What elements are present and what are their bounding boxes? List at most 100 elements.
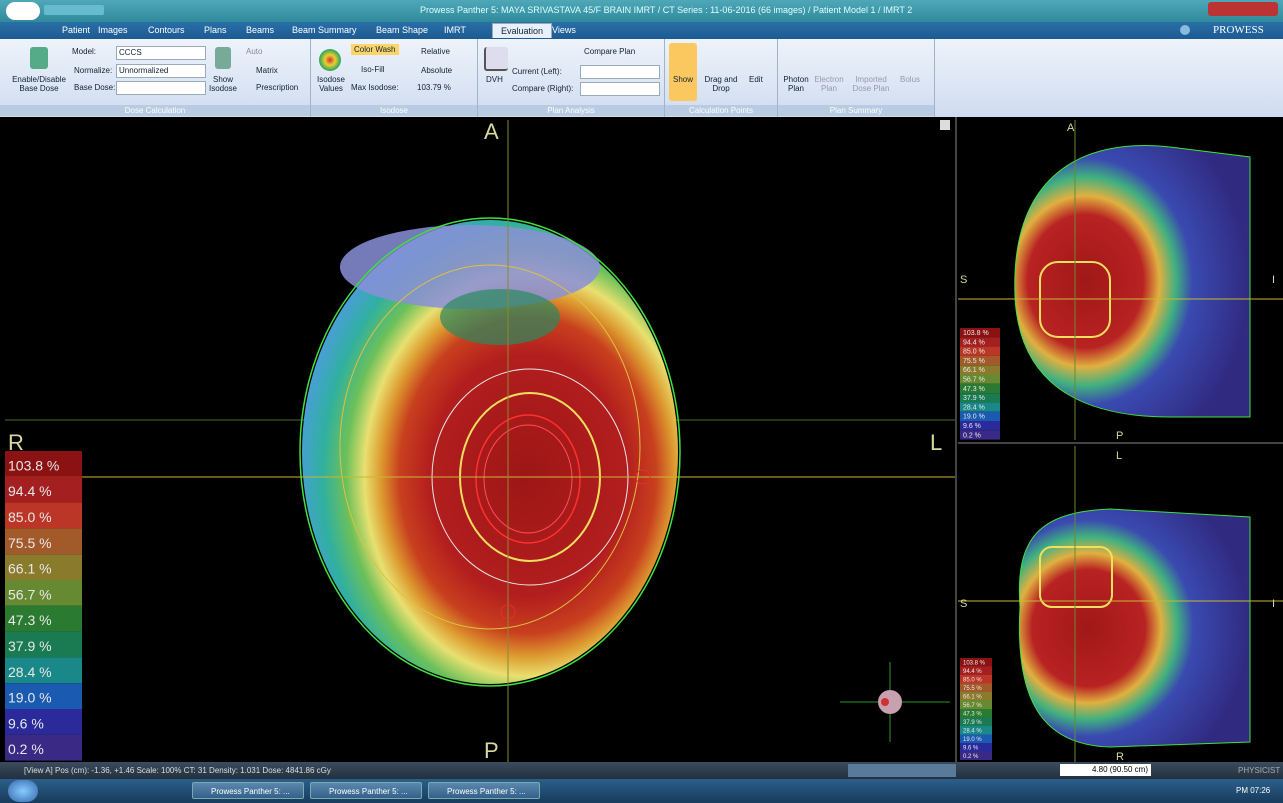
drag-and-drop-button[interactable]: Drag and Drop bbox=[704, 75, 738, 93]
legend-swatch bbox=[960, 430, 1000, 440]
matrix-button[interactable]: Matrix bbox=[256, 66, 278, 75]
legend-label: 19.0 % bbox=[963, 737, 982, 743]
prescription-button[interactable]: Prescription bbox=[256, 83, 299, 92]
legend-swatch bbox=[5, 502, 82, 529]
legend-label: 28.4 % bbox=[963, 728, 982, 734]
tab[interactable]: Plans bbox=[204, 25, 227, 35]
ribbon: Enable/Disable Base Dose Model: CCCS Nor… bbox=[0, 39, 1283, 117]
legend-swatch bbox=[960, 683, 992, 692]
compare-plan-button[interactable]: Compare Plan bbox=[584, 47, 636, 56]
start-button[interactable] bbox=[8, 780, 38, 802]
legend-label: 75.5 % bbox=[963, 686, 982, 692]
taskbar-item[interactable]: Prowess Panther 5: ... bbox=[310, 782, 422, 799]
orientation-label: L bbox=[1116, 450, 1122, 462]
legend-label: 0.2 % bbox=[8, 741, 44, 757]
isodose-legend: 103.8 % 94.4 % 85.0 % 75.5 % 66.1 % 56.7 % 47.… bbox=[5, 451, 82, 761]
group-label: Dose Calculation bbox=[0, 105, 310, 116]
legend-label: 28.4 % bbox=[963, 404, 985, 411]
legend-label: 94.4 % bbox=[963, 669, 982, 675]
orientation-label: A bbox=[484, 119, 499, 144]
auto-button[interactable]: Auto bbox=[246, 47, 263, 56]
legend-swatch bbox=[960, 337, 1000, 347]
app-button[interactable] bbox=[6, 2, 40, 20]
calculation-point[interactable] bbox=[500, 604, 516, 620]
sagittal-view[interactable]: A P S I 103.8 % 94.4 % 85.0 % 75.5 % 66.1 % 5… bbox=[958, 120, 1283, 442]
tab[interactable]: Evaluation bbox=[492, 23, 553, 38]
isodose-values[interactable]: Isodose Values bbox=[316, 75, 346, 93]
taskbar-item[interactable]: Prowess Panther 5: ... bbox=[428, 782, 540, 799]
tool-buttons[interactable] bbox=[848, 764, 956, 777]
legend-swatch bbox=[5, 734, 82, 761]
window-title: Prowess Panther 5: MAYA SRIVASTAVA 45/F … bbox=[420, 5, 913, 15]
legend-swatch bbox=[960, 346, 1000, 356]
show-label: Show bbox=[673, 75, 694, 84]
show-isodose[interactable]: Show Isodose bbox=[208, 75, 238, 93]
taskbar-item[interactable]: Prowess Panther 5: ... bbox=[192, 782, 304, 799]
legend-swatch bbox=[960, 393, 1000, 403]
icon bbox=[319, 49, 341, 71]
base-dose-select[interactable] bbox=[116, 81, 206, 95]
tab[interactable]: IMRT bbox=[444, 25, 466, 35]
plan-analysis-group: DVH Compare Plan Current (Left): Compare… bbox=[478, 39, 665, 117]
status-bar: [View A] Pos (cm): -1.36, +1.46 Scale: 1… bbox=[0, 762, 1283, 779]
relative-radio[interactable]: Relative bbox=[421, 47, 450, 56]
main-view[interactable]: A P R L 103.8 % 94.4 % 85.0 % 75.5 % 66.1 % 5… bbox=[5, 119, 955, 762]
absolute-radio[interactable]: Absolute bbox=[421, 66, 453, 75]
orientation-label: A bbox=[1067, 122, 1075, 134]
imported-dose-plan-button[interactable]: Imported Dose Plan bbox=[852, 75, 890, 93]
calculation-point[interactable] bbox=[635, 469, 651, 485]
electron-plan-button[interactable]: Electron Plan bbox=[814, 75, 844, 93]
legend-label: 75.5 % bbox=[963, 358, 985, 365]
legend-label: 9.6 % bbox=[963, 745, 979, 751]
plan-summary-group: Photon Plan Electron Plan Imported Dose … bbox=[778, 39, 935, 117]
dvh-button[interactable]: DVH bbox=[486, 75, 503, 84]
bolus-button[interactable]: Bolus bbox=[900, 75, 921, 84]
orientation-label: R bbox=[1116, 751, 1124, 762]
legend-label: 56.7 % bbox=[963, 376, 985, 383]
legend-swatch bbox=[960, 726, 992, 735]
brand: PROWESS bbox=[1213, 24, 1264, 36]
tab[interactable]: Beam Shape bbox=[376, 25, 429, 35]
legend-swatch bbox=[5, 605, 82, 632]
legend-swatch bbox=[960, 374, 1000, 384]
help-icon[interactable] bbox=[1180, 25, 1190, 35]
dose-wash bbox=[1014, 145, 1250, 417]
legend-label: 9.6 % bbox=[963, 423, 981, 430]
iso-fill-button[interactable]: Iso-Fill bbox=[361, 65, 385, 74]
orientation-marker bbox=[840, 662, 950, 742]
model-select[interactable]: CCCS bbox=[116, 46, 206, 60]
legend-swatch bbox=[5, 476, 82, 503]
color-wash-button[interactable]: Color Wash bbox=[351, 44, 399, 55]
current-select[interactable] bbox=[580, 65, 660, 79]
isodose-legend: 103.8 % 94.4 % 85.0 % 75.5 % 66.1 % 56.7 % 47.… bbox=[960, 658, 992, 760]
tab[interactable]: Views bbox=[552, 25, 576, 35]
tab[interactable]: Beams bbox=[246, 25, 275, 35]
legend-swatch bbox=[5, 683, 82, 709]
icon bbox=[215, 47, 231, 69]
window-controls[interactable] bbox=[1208, 2, 1278, 16]
taskbar: Prowess Panther 5: ... Prowess Panther 5:… bbox=[0, 779, 1283, 803]
quick-access[interactable] bbox=[44, 5, 104, 15]
show-button[interactable] bbox=[669, 43, 697, 101]
legend-swatch bbox=[960, 751, 992, 760]
view-menu[interactable] bbox=[940, 120, 950, 130]
legend-swatch bbox=[960, 402, 1000, 412]
body-contour bbox=[299, 217, 681, 687]
normalize-select[interactable]: Unnormalized bbox=[116, 64, 206, 78]
compare-select[interactable] bbox=[580, 82, 660, 96]
legend-label: 103.8 % bbox=[963, 660, 986, 666]
tab[interactable]: Beam Summary bbox=[292, 25, 357, 35]
photon-plan-button[interactable]: Photon Plan bbox=[783, 75, 809, 93]
edit-button[interactable]: Edit bbox=[749, 75, 763, 84]
group-label: Calculation Points bbox=[665, 105, 777, 116]
tab[interactable]: Contours bbox=[148, 25, 185, 35]
isodose-line bbox=[1039, 546, 1113, 608]
tab[interactable]: Images bbox=[98, 25, 128, 35]
legend-swatch bbox=[960, 709, 992, 718]
coronal-view[interactable]: L R S I 103.8 % 94.4 % 85.0 % 75.5 % 66.1 % 5… bbox=[958, 446, 1283, 762]
icon bbox=[484, 47, 508, 71]
enable-base-dose[interactable]: Enable/Disable Base Dose bbox=[12, 75, 66, 93]
tab[interactable]: Patient bbox=[62, 25, 91, 35]
label: Base Dose: bbox=[74, 83, 116, 92]
slice-field[interactable]: 4.80 (90.50 cm) bbox=[1060, 764, 1151, 776]
